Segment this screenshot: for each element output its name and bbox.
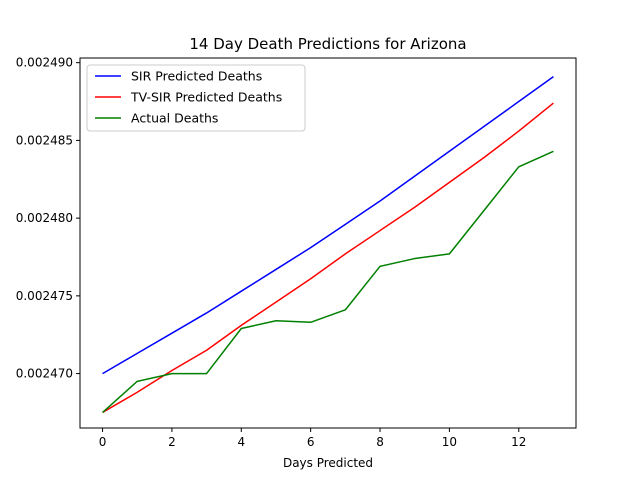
axes-frame [79, 57, 577, 429]
y-tick-label: 0.002470 [16, 367, 73, 381]
y-tick-label: 0.002480 [16, 211, 73, 225]
legend-box [86, 64, 306, 132]
x-tick-label: 0 [99, 435, 107, 449]
x-axis-ticks: 0 2 4 6 8 10 12 [99, 428, 526, 449]
x-tick-label: 12 [511, 435, 526, 449]
x-tick-label: 4 [237, 435, 245, 449]
x-axis-label: Days Predicted [283, 456, 373, 470]
series-line-2 [102, 150, 554, 414]
x-tick-label: 10 [442, 435, 457, 449]
series-line-1 [102, 102, 554, 414]
legend-label-2: Actual Deaths [131, 111, 218, 126]
plot-area [102, 76, 554, 414]
x-tick-label: 2 [168, 435, 176, 449]
x-tick-label: 6 [307, 435, 315, 449]
series-line-0 [102, 76, 554, 375]
y-tick-label: 0.002485 [16, 133, 73, 147]
y-tick-label: 0.002475 [16, 289, 73, 303]
chart-title: 14 Day Death Predictions for Arizona [189, 35, 466, 53]
legend: SIR Predicted Deaths TV-SIR Predicted Dea… [86, 64, 306, 132]
y-tick-label: 0.002490 [16, 56, 73, 70]
legend-label-1: TV-SIR Predicted Deaths [130, 90, 282, 105]
y-axis-ticks: 0.002470 0.002475 0.002480 0.002485 0.002490 [16, 56, 80, 381]
legend-label-0: SIR Predicted Deaths [131, 69, 262, 84]
x-tick-label: 8 [376, 435, 384, 449]
